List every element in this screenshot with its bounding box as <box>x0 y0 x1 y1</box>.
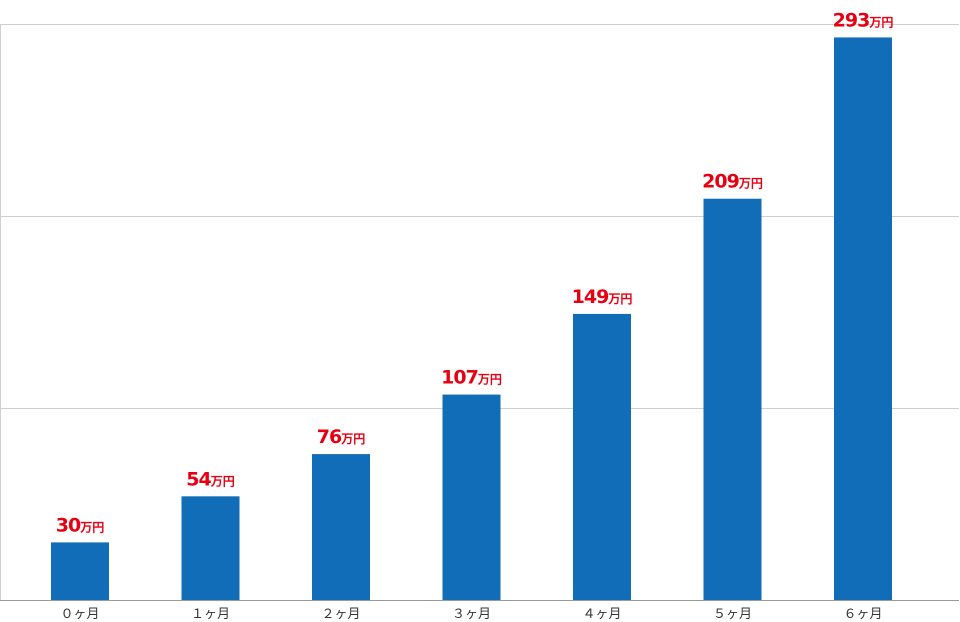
bar <box>573 313 631 600</box>
bar-value-label: 293万円 <box>833 9 894 31</box>
x-tick-label: ２ヶ月 <box>321 607 360 622</box>
bar <box>51 542 109 600</box>
x-tick-label: ３ヶ月 <box>452 607 491 622</box>
bar-value-unit: 万円 <box>868 15 893 29</box>
x-tick-label: ４ヶ月 <box>582 607 621 622</box>
bars-layer <box>51 37 892 600</box>
bar-value-number: 30 <box>56 514 81 536</box>
x-tick-label: ５ヶ月 <box>713 607 752 622</box>
x-tick-label: ６ヶ月 <box>843 607 882 622</box>
bar <box>834 37 892 600</box>
bar <box>703 198 762 600</box>
bar-value-number: 76 <box>317 426 342 448</box>
x-tick-label: ０ヶ月 <box>60 607 99 622</box>
bar-value-unit: 万円 <box>79 520 104 534</box>
bar <box>181 496 240 600</box>
x-tick-labels-layer: ０ヶ月 １ヶ月 ２ヶ月 ３ヶ月 ４ヶ月 ５ヶ月 ６ヶ月 <box>60 607 882 622</box>
bar-value-label: 149万円 <box>572 286 633 308</box>
bar-value-label: 209万円 <box>702 171 763 193</box>
bar-value-number: 149 <box>572 286 609 308</box>
bar-value-unit: 万円 <box>607 292 632 306</box>
bar-value-label: 30万円 <box>56 514 104 536</box>
bar <box>312 454 370 600</box>
bar-value-unit: 万円 <box>210 474 235 488</box>
bar-value-unit: 万円 <box>738 177 763 191</box>
bar <box>442 394 501 600</box>
bar-value-number: 209 <box>702 171 739 193</box>
grid-layer <box>0 24 959 601</box>
x-tick-label: １ヶ月 <box>191 607 230 622</box>
bar-value-label: 76万円 <box>317 426 365 448</box>
bar-value-number: 54 <box>186 468 211 490</box>
bar-value-label: 107万円 <box>441 367 502 389</box>
bar-value-unit: 万円 <box>477 373 502 387</box>
bar-value-unit: 万円 <box>340 432 365 446</box>
bar-value-number: 293 <box>833 9 870 31</box>
bar-value-number: 107 <box>441 367 478 389</box>
bar-value-label: 54万円 <box>186 468 234 490</box>
